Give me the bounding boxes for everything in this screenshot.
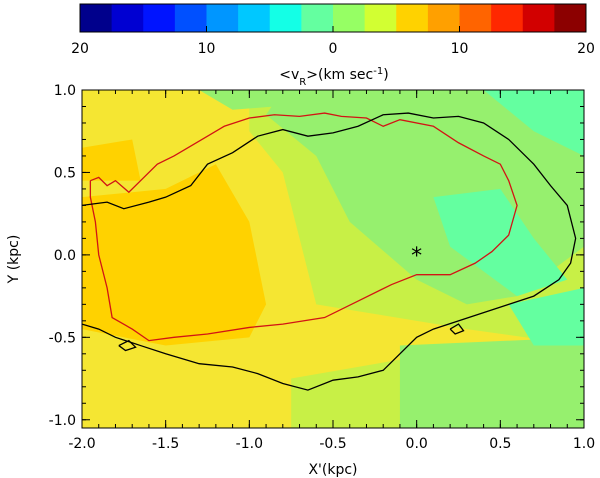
- axes: -2.0 -1.5 -1.0 -0.5 0.0 0.5 1.0 1.0 0.5 0.0 -0.5 -1…: [49, 83, 595, 452]
- colorbar-segment: [522, 4, 555, 32]
- y-tick-label: -1.0: [49, 413, 76, 429]
- colorbar-segment: [491, 4, 524, 32]
- colorbar-segment: [301, 4, 334, 32]
- colorbar-segment: [396, 4, 429, 32]
- field-region-cyan-green: [483, 90, 584, 156]
- x-tick-label: -2.0: [68, 436, 95, 452]
- x-tick-label: 1.0: [573, 436, 595, 452]
- colorbar-segment: [269, 4, 302, 32]
- field-region-cyan-green: [508, 287, 584, 346]
- colorbar: [79, 3, 587, 33]
- field-region-orange: [82, 139, 141, 181]
- sun-star-symbol: *: [411, 244, 422, 269]
- y-axis-label: Y (kpc): [6, 235, 22, 285]
- sun-marker: *: [411, 244, 422, 269]
- contour-lines: [82, 112, 577, 391]
- y-tick-label: 0.0: [54, 248, 76, 264]
- colorbar-tick-label: 20: [71, 41, 89, 57]
- field-region-orange: [82, 164, 267, 346]
- y-tick-label: 1.0: [54, 83, 76, 99]
- contour-line: [449, 323, 465, 335]
- colorbar-tick-label: 20: [577, 41, 595, 57]
- colorbar-segment: [80, 4, 113, 32]
- colorbar-segment: [364, 4, 397, 32]
- x-tick-label: -0.5: [319, 436, 346, 452]
- y-tick-label: 0.5: [54, 165, 76, 181]
- x-tick-label: -1.0: [236, 436, 263, 452]
- colorbar-tick-label: 0: [329, 41, 338, 57]
- velocity-field: [82, 90, 584, 428]
- y-tick-label: -0.5: [49, 330, 76, 346]
- field-region-yellow-green: [291, 353, 434, 428]
- x-axis-label: X'(kpc): [308, 462, 357, 478]
- field-region-green: [199, 90, 283, 110]
- colorbar-label: <vR>(km sec-1): [279, 66, 388, 88]
- colorbar-tick-label: 10: [451, 41, 469, 57]
- colorbar-tick-label: 10: [198, 41, 216, 57]
- colorbar-segment: [427, 4, 460, 32]
- x-tick-label: -1.5: [152, 436, 179, 452]
- colorbar-segment: [111, 4, 144, 32]
- colorbar-segment: [238, 4, 271, 32]
- x-tick-label: 0.5: [489, 436, 511, 452]
- colorbar-segment: [143, 4, 176, 32]
- colorbar-segment: [333, 4, 366, 32]
- contour-line: [118, 339, 137, 352]
- colorbar-segment: [554, 4, 587, 32]
- colorbar-segment: [174, 4, 207, 32]
- contour-line: [82, 112, 577, 391]
- colorbar-ticks: 20 10 0 10 20: [71, 26, 595, 57]
- colorbar-segment: [206, 4, 239, 32]
- field-region-green: [399, 337, 584, 428]
- colorbar-segment: [459, 4, 492, 32]
- x-tick-label: 0.0: [406, 436, 428, 452]
- contour-line: [89, 112, 518, 342]
